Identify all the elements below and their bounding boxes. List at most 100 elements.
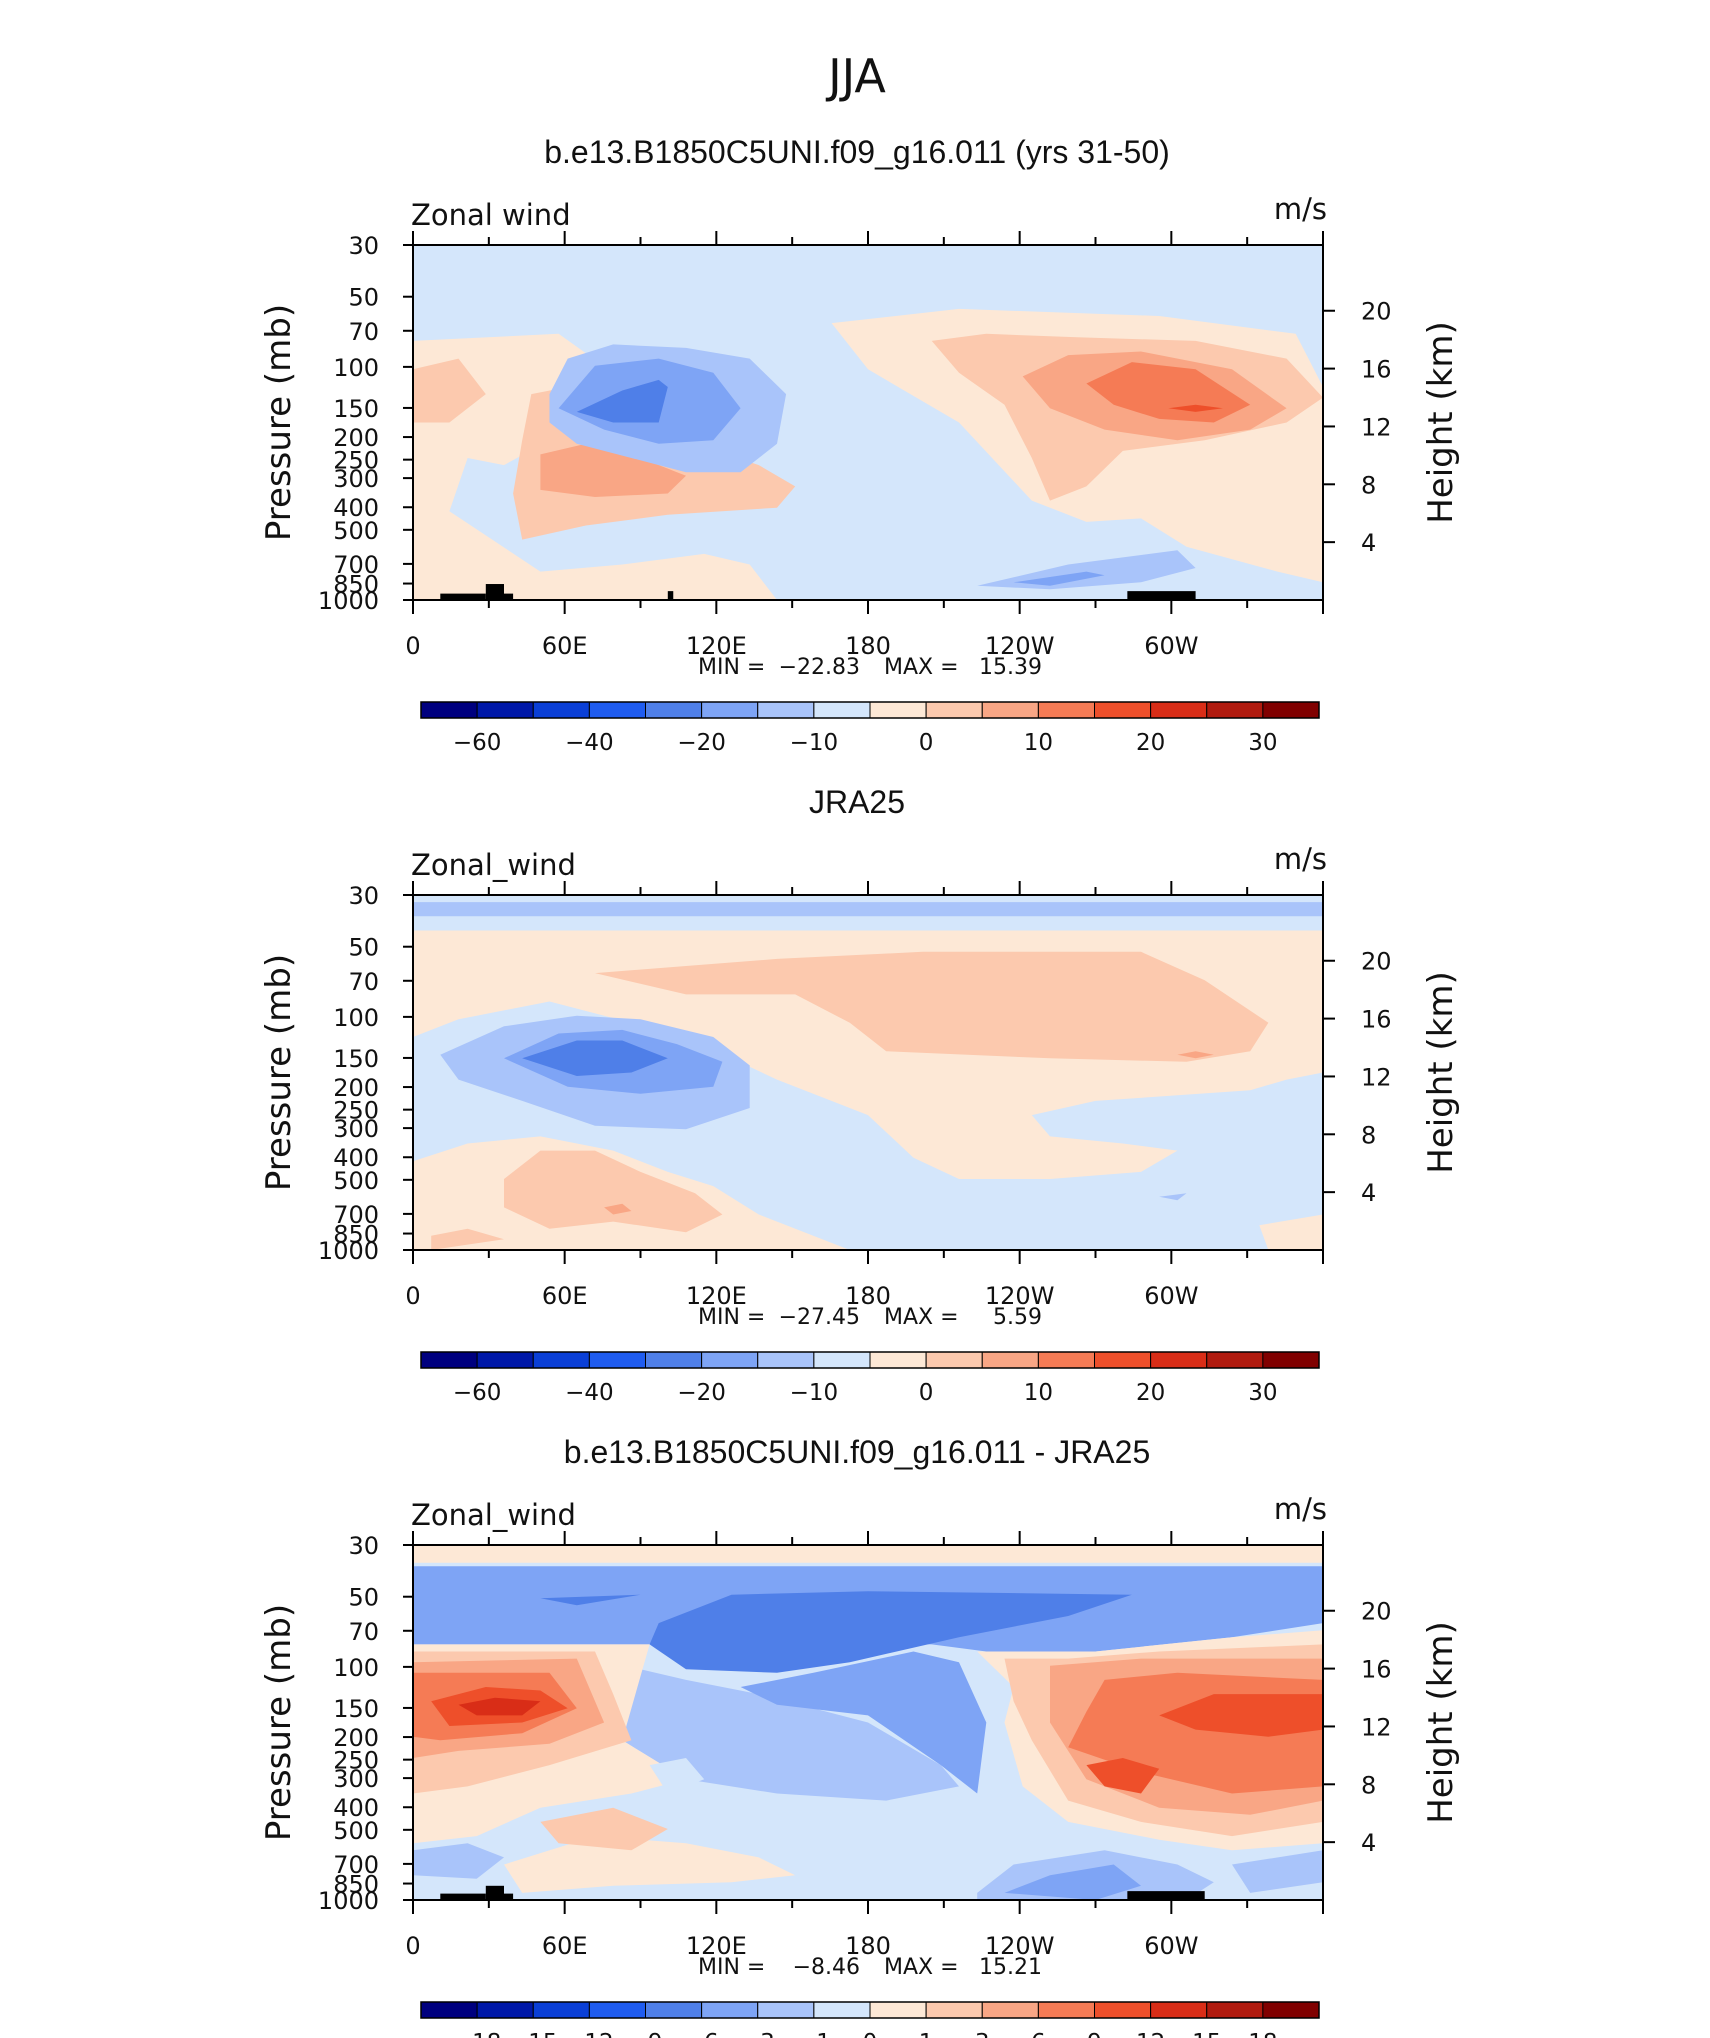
x-tick-label: 60E	[542, 1282, 588, 1310]
colorbar-swatch	[869, 1351, 927, 1369]
colorbar-label: −12	[565, 2030, 614, 2038]
colorbar-swatch	[925, 701, 983, 719]
y2-tick-label: 12	[1361, 1063, 1392, 1091]
y-tick-label: 400	[333, 1794, 379, 1822]
colorbar-label: 1	[919, 2030, 934, 2038]
colorbar-swatch	[588, 1351, 646, 1369]
contour-region	[1159, 1193, 1187, 1201]
x-tick-label: 120W	[985, 1282, 1055, 1310]
panel-title: b.e13.B1850C5UNI.f09_g16.011 - JRA25	[564, 1434, 1150, 1470]
x-tick-label: 60E	[542, 1932, 588, 1960]
colorbar-label: 10	[1024, 1380, 1053, 1406]
colorbar-swatch	[757, 1351, 815, 1369]
topography-mask	[1127, 1891, 1205, 1900]
colorbar-label: 20	[1136, 1380, 1165, 1406]
colorbar-frame	[420, 1351, 1320, 1369]
colorbar-swatch	[813, 1351, 871, 1369]
colorbar-swatch	[1206, 1351, 1264, 1369]
colorbar-swatch	[1037, 1351, 1095, 1369]
y-tick-label: 300	[333, 1115, 379, 1143]
colorbar-label: −20	[677, 730, 726, 756]
y2-tick-label: 20	[1361, 1598, 1392, 1626]
contour-region	[740, 1651, 987, 1794]
variable-label: Zonal wind	[411, 198, 571, 232]
contour-region	[504, 1150, 723, 1233]
y-tick-label: 250	[333, 447, 379, 475]
y-tick-label: 30	[348, 232, 379, 260]
topography-mask	[485, 1885, 504, 1900]
colorbar-swatch	[532, 2001, 590, 2019]
y-tick-label: 70	[348, 968, 379, 996]
contour-region	[1232, 1850, 1323, 1893]
colorbar-swatch	[1094, 1351, 1152, 1369]
colorbar-swatch	[757, 2001, 815, 2019]
y-tick-label: 100	[333, 354, 379, 382]
y-tick-label: 30	[348, 1532, 379, 1560]
x-tick-label: 60W	[1144, 1282, 1198, 1310]
colorbar-swatch	[1037, 701, 1095, 719]
contour-region	[1177, 1051, 1214, 1059]
x-tick-label: 0	[405, 1282, 420, 1310]
panel-1: b.e13.B1850C5UNI.f09_g16.011 (yrs 31-50)…	[259, 134, 1461, 756]
contour-region	[1004, 1864, 1141, 1900]
colorbar-swatch	[645, 2001, 703, 2019]
colorbar-swatch	[420, 2001, 478, 2019]
y-tick-label: 500	[333, 1167, 379, 1195]
x-tick-label: 180	[845, 1282, 891, 1310]
colorbar-swatch	[532, 701, 590, 719]
topography-mask	[504, 1893, 514, 1900]
contour-region	[595, 951, 1269, 1062]
colorbar-swatch	[925, 2001, 983, 2019]
y-tick-label: 70	[348, 1618, 379, 1646]
colorbar-label: 18	[1248, 2030, 1277, 2038]
colorbar-swatch	[420, 1351, 478, 1369]
panel-3: b.e13.B1850C5UNI.f09_g16.011 - JRA25 Zona…	[259, 1434, 1461, 2038]
colorbar-label: −18	[453, 2030, 502, 2038]
colorbar-label: 6	[1031, 2030, 1046, 2038]
y2-tick-label: 16	[1361, 1006, 1392, 1034]
x-tick-label: 0	[405, 1932, 420, 1960]
y2-tick-label: 4	[1361, 1829, 1376, 1857]
topography-mask	[440, 1893, 486, 1900]
max-label: MAX =	[884, 655, 959, 680]
colorbar-label: 0	[919, 730, 934, 756]
y2-tick-label: 8	[1361, 1121, 1376, 1149]
colorbar-swatch	[1262, 1351, 1320, 1369]
colorbar-label: 30	[1248, 1380, 1277, 1406]
contour-region	[540, 1594, 641, 1606]
y2-axis-label: Height (km)	[1421, 321, 1461, 524]
y-tick-label: 100	[333, 1654, 379, 1682]
x-tick-label: 60W	[1144, 632, 1198, 660]
contour-fills	[413, 245, 1323, 600]
colorbar-label: −10	[790, 730, 839, 756]
colorbar-label: 3	[975, 2030, 990, 2038]
y-tick-label: 1000	[318, 1887, 379, 1915]
topography-mask	[440, 593, 486, 600]
colorbar-swatch	[476, 1351, 534, 1369]
contour-region	[576, 379, 668, 423]
contour-region	[649, 1758, 705, 1794]
contour-region	[1259, 1214, 1323, 1250]
colorbar-label: 0	[919, 1380, 934, 1406]
colorbar-swatch	[981, 701, 1039, 719]
contour-region	[1013, 571, 1105, 586]
colorbar-swatch	[701, 701, 759, 719]
units-label: m/s	[1274, 192, 1327, 226]
contour-region	[458, 1697, 541, 1716]
y-tick-label: 30	[348, 882, 379, 910]
colorbar-frame	[420, 2001, 1320, 2019]
y-tick-label: 50	[348, 1584, 379, 1612]
colorbar-label: 12	[1136, 2030, 1165, 2038]
colorbar-label: −9	[629, 2030, 663, 2038]
colorbar-swatch	[1094, 2001, 1152, 2019]
min-label: MIN =	[698, 655, 765, 680]
x-tick-label: 60W	[1144, 1932, 1198, 1960]
y-tick-label: 150	[333, 395, 379, 423]
contour-region	[413, 333, 777, 600]
colorbar-swatch	[869, 701, 927, 719]
y-tick-label: 700	[333, 1851, 379, 1879]
colorbar-swatch	[701, 2001, 759, 2019]
panel-title: b.e13.B1850C5UNI.f09_g16.011 (yrs 31-50)	[544, 134, 1170, 170]
min-value: −27.45	[779, 1305, 860, 1330]
